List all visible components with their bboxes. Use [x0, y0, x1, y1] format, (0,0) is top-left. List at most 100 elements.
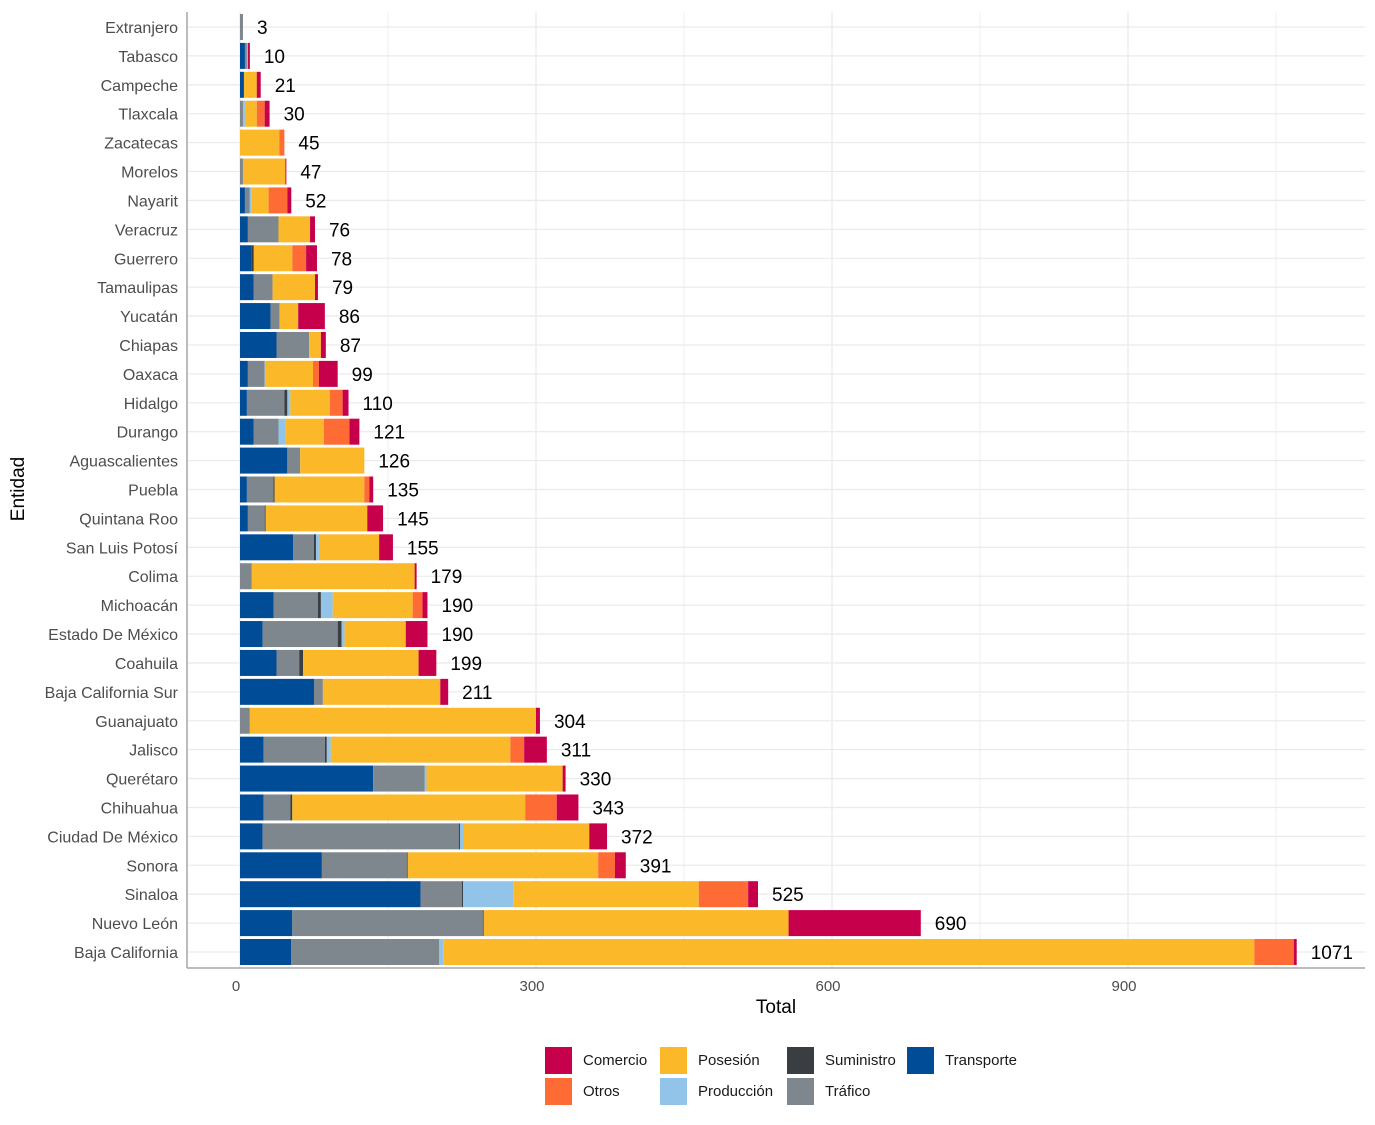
bar-segment-producción	[424, 765, 427, 792]
legend-label: Transporte	[945, 1052, 1017, 1069]
y-tick-label: Extranjero	[105, 20, 178, 37]
bar-segment-suministro	[273, 476, 275, 503]
bar-segment-posesión	[253, 245, 293, 272]
bar-row	[240, 534, 393, 561]
bar-segment-tráfico	[246, 476, 274, 503]
bar-segment-posesión	[285, 418, 324, 445]
bar-segment-posesión	[300, 447, 365, 474]
bar-row	[240, 476, 374, 503]
legend-item-suministro: Suministro	[787, 1046, 907, 1075]
bar-segment-transporte	[240, 418, 254, 445]
y-tick-label: Sinaloa	[125, 887, 178, 904]
bar-segment-producción	[246, 42, 248, 69]
bar-segment-tráfico	[276, 649, 300, 676]
bar-segment-comercio	[342, 389, 349, 416]
bar-row	[240, 100, 270, 127]
bar-segment-posesión	[243, 71, 257, 98]
bar-row	[240, 707, 540, 734]
bar-total-label: 304	[554, 712, 586, 733]
bar-total-label: 190	[441, 625, 473, 646]
bar-segment-transporte	[240, 303, 271, 330]
bar-segment-comercio	[556, 794, 579, 821]
bar-segment-tráfico	[270, 303, 280, 330]
bar-segment-transporte	[240, 881, 421, 908]
bar-segment-posesión	[278, 216, 311, 243]
legend-swatch	[545, 1047, 572, 1074]
bar-total-label: 110	[363, 394, 393, 415]
bar-row	[240, 939, 1297, 965]
bar-segment-posesión	[322, 678, 441, 705]
x-tick-label: 0	[232, 978, 240, 995]
bar-total-label: 145	[397, 509, 429, 530]
legend-item-tráfico: Tráfico	[787, 1077, 907, 1106]
bar-total-label: 330	[580, 770, 612, 791]
bar-total-label: 3	[257, 18, 268, 39]
x-axis-tick-labels: 0 300 600 900	[232, 978, 1137, 995]
bar-segment-transporte	[240, 910, 293, 937]
y-tick-label: Chihuahua	[101, 800, 179, 817]
bar-total-label: 76	[329, 220, 350, 241]
bar-segment-transporte	[240, 331, 277, 358]
bar-segment-comercio	[367, 505, 384, 532]
bar-segment-posesión	[292, 794, 526, 821]
bar-segment-posesión	[426, 765, 563, 792]
bar-segment-transporte	[240, 505, 248, 532]
legend-label: Suministro	[825, 1052, 896, 1069]
bar-segment-posesión	[344, 621, 406, 648]
bar-row	[240, 592, 428, 619]
bar-segment-tráfico	[244, 42, 247, 69]
x-tick-label: 900	[1111, 978, 1136, 995]
bar-segment-tráfico	[253, 418, 279, 445]
bar-segment-otros	[329, 389, 343, 416]
y-tick-label: Tabasco	[118, 49, 178, 66]
bar-segment-suministro	[462, 881, 463, 908]
bar-segment-suministro	[264, 505, 266, 532]
y-tick-label: Baja California	[74, 945, 178, 962]
bar-segment-otros	[412, 592, 423, 619]
bar-segment-posesión	[483, 910, 789, 937]
y-tick-label: San Luis Potosí	[66, 540, 179, 557]
y-tick-label: Querétaro	[106, 772, 178, 789]
bar-segment-posesión	[265, 505, 368, 532]
y-tick-label: Guanajuato	[95, 714, 178, 731]
bar-segment-posesión	[407, 852, 599, 879]
bar-segment-posesión	[303, 649, 419, 676]
bar-segment-comercio	[349, 418, 360, 445]
legend-label: Otros	[583, 1083, 620, 1100]
bar-segment-comercio	[285, 158, 287, 185]
y-tick-label: Tamaulipas	[97, 280, 178, 297]
bar-segment-posesión	[513, 881, 699, 908]
bar-segment-transporte	[240, 360, 248, 387]
y-tick-label: Nuevo León	[92, 916, 178, 933]
y-axis-tick-labels: Extranjero Tabasco Campeche Tlaxcala Zacatec…	[45, 20, 179, 962]
bar-segment-tráfico	[287, 447, 301, 474]
bar-row	[240, 158, 287, 185]
bar-row	[240, 274, 318, 301]
legend-item-otros: Otros	[545, 1077, 660, 1106]
bar-segment-producción	[341, 621, 345, 648]
bar-segment-transporte	[240, 678, 314, 705]
bar-segment-tráfico	[246, 389, 285, 416]
bar-segment-comercio	[748, 881, 758, 908]
bars	[240, 14, 1297, 965]
bar-segment-comercio	[422, 592, 428, 619]
bar-segment-transporte	[240, 649, 277, 676]
bar-row	[240, 736, 547, 763]
legend: Comercio Posesión Suministro Transporte Otro…	[545, 1046, 1037, 1106]
bar-segment-comercio	[536, 707, 540, 734]
bar-segment-tráfico	[263, 736, 325, 763]
bar-segment-tráfico	[240, 563, 252, 590]
bar-segment-transporte	[240, 823, 263, 850]
bar-total-label: 690	[935, 914, 967, 935]
bar-segment-posesión	[279, 303, 299, 330]
bar-segment-tráfico	[276, 331, 310, 358]
bar-segment-comercio	[405, 621, 428, 648]
bar-segment-transporte	[240, 274, 254, 301]
bar-segment-tráfico	[240, 707, 250, 734]
bar-segment-comercio	[264, 100, 270, 127]
bar-row	[240, 71, 261, 98]
bar-segment-tráfico	[262, 823, 460, 850]
bar-segment-otros	[598, 852, 615, 879]
x-tick-label: 300	[519, 978, 544, 995]
bar-row	[240, 823, 608, 850]
